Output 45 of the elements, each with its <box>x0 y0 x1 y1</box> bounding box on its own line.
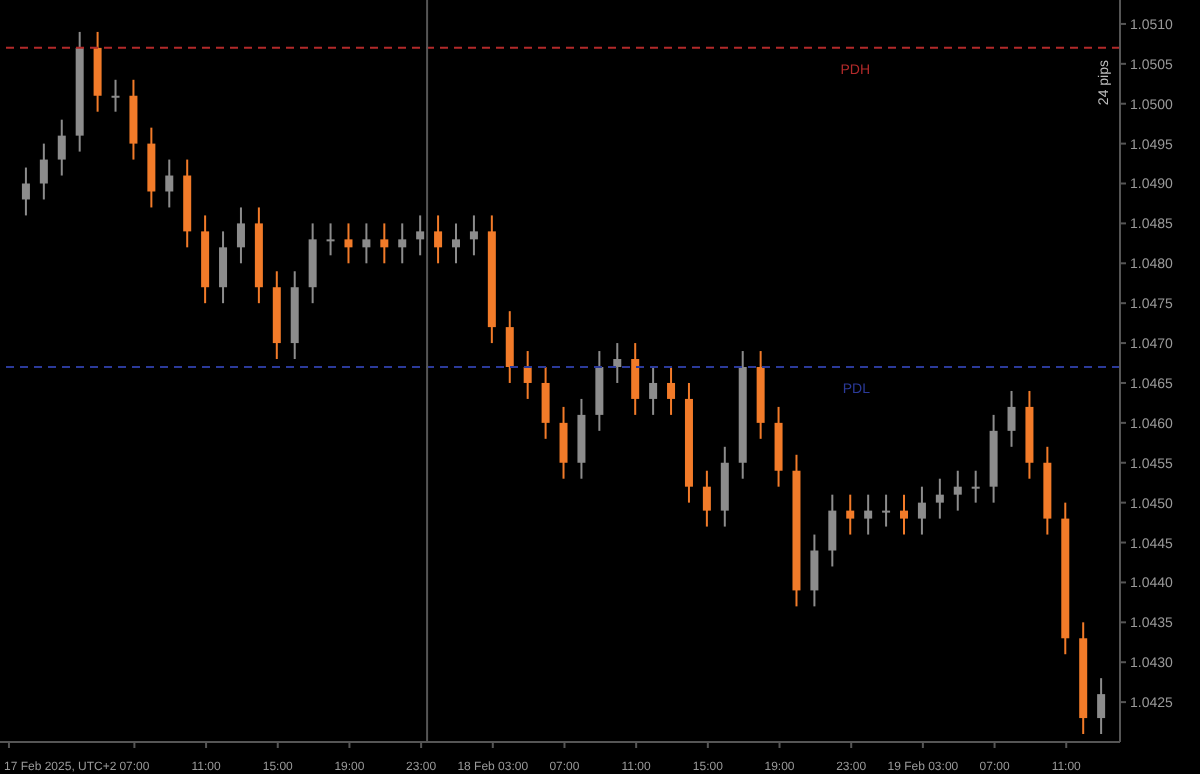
candlestick <box>469 214 478 257</box>
candlestick <box>577 397 586 480</box>
candlestick <box>631 342 640 416</box>
candlestick <box>649 366 658 416</box>
candlestick <box>720 445 729 528</box>
candlestick <box>953 469 962 512</box>
candlestick <box>864 493 873 536</box>
candlestick <box>935 477 944 520</box>
candlestick <box>971 469 980 504</box>
candlestick <box>39 142 48 201</box>
candlestick <box>595 350 604 432</box>
candlestick <box>236 206 245 265</box>
candlestick <box>344 222 353 265</box>
candlestick <box>828 493 837 568</box>
candlestick <box>398 222 407 265</box>
candlestick <box>613 342 622 384</box>
candlestick <box>21 166 30 217</box>
candlestick <box>900 493 908 536</box>
candlestick <box>362 222 371 265</box>
candlestick <box>1097 677 1106 736</box>
candlestick <box>380 222 389 265</box>
candlestick <box>308 222 317 305</box>
candlestick <box>917 485 926 536</box>
candlestick <box>93 30 102 113</box>
candlestick <box>219 230 228 305</box>
candlestick <box>326 222 335 257</box>
candlestick <box>129 78 138 161</box>
candlestick <box>452 222 460 265</box>
candlestick <box>774 405 783 488</box>
candlestick <box>846 493 855 536</box>
candlestick <box>523 350 532 400</box>
candlestick <box>434 214 443 265</box>
candlestick <box>882 493 891 528</box>
candlestick <box>702 469 711 528</box>
candlestick <box>810 533 819 608</box>
candlestick <box>165 158 174 209</box>
candlestick <box>541 366 550 440</box>
candlestick <box>147 126 156 209</box>
candlestick <box>1007 389 1016 448</box>
candlestick <box>667 366 676 416</box>
candlestick <box>416 214 425 257</box>
candlestick <box>111 78 120 113</box>
candlestick <box>57 118 66 177</box>
candlestick <box>505 310 514 384</box>
candlestick <box>559 405 568 480</box>
